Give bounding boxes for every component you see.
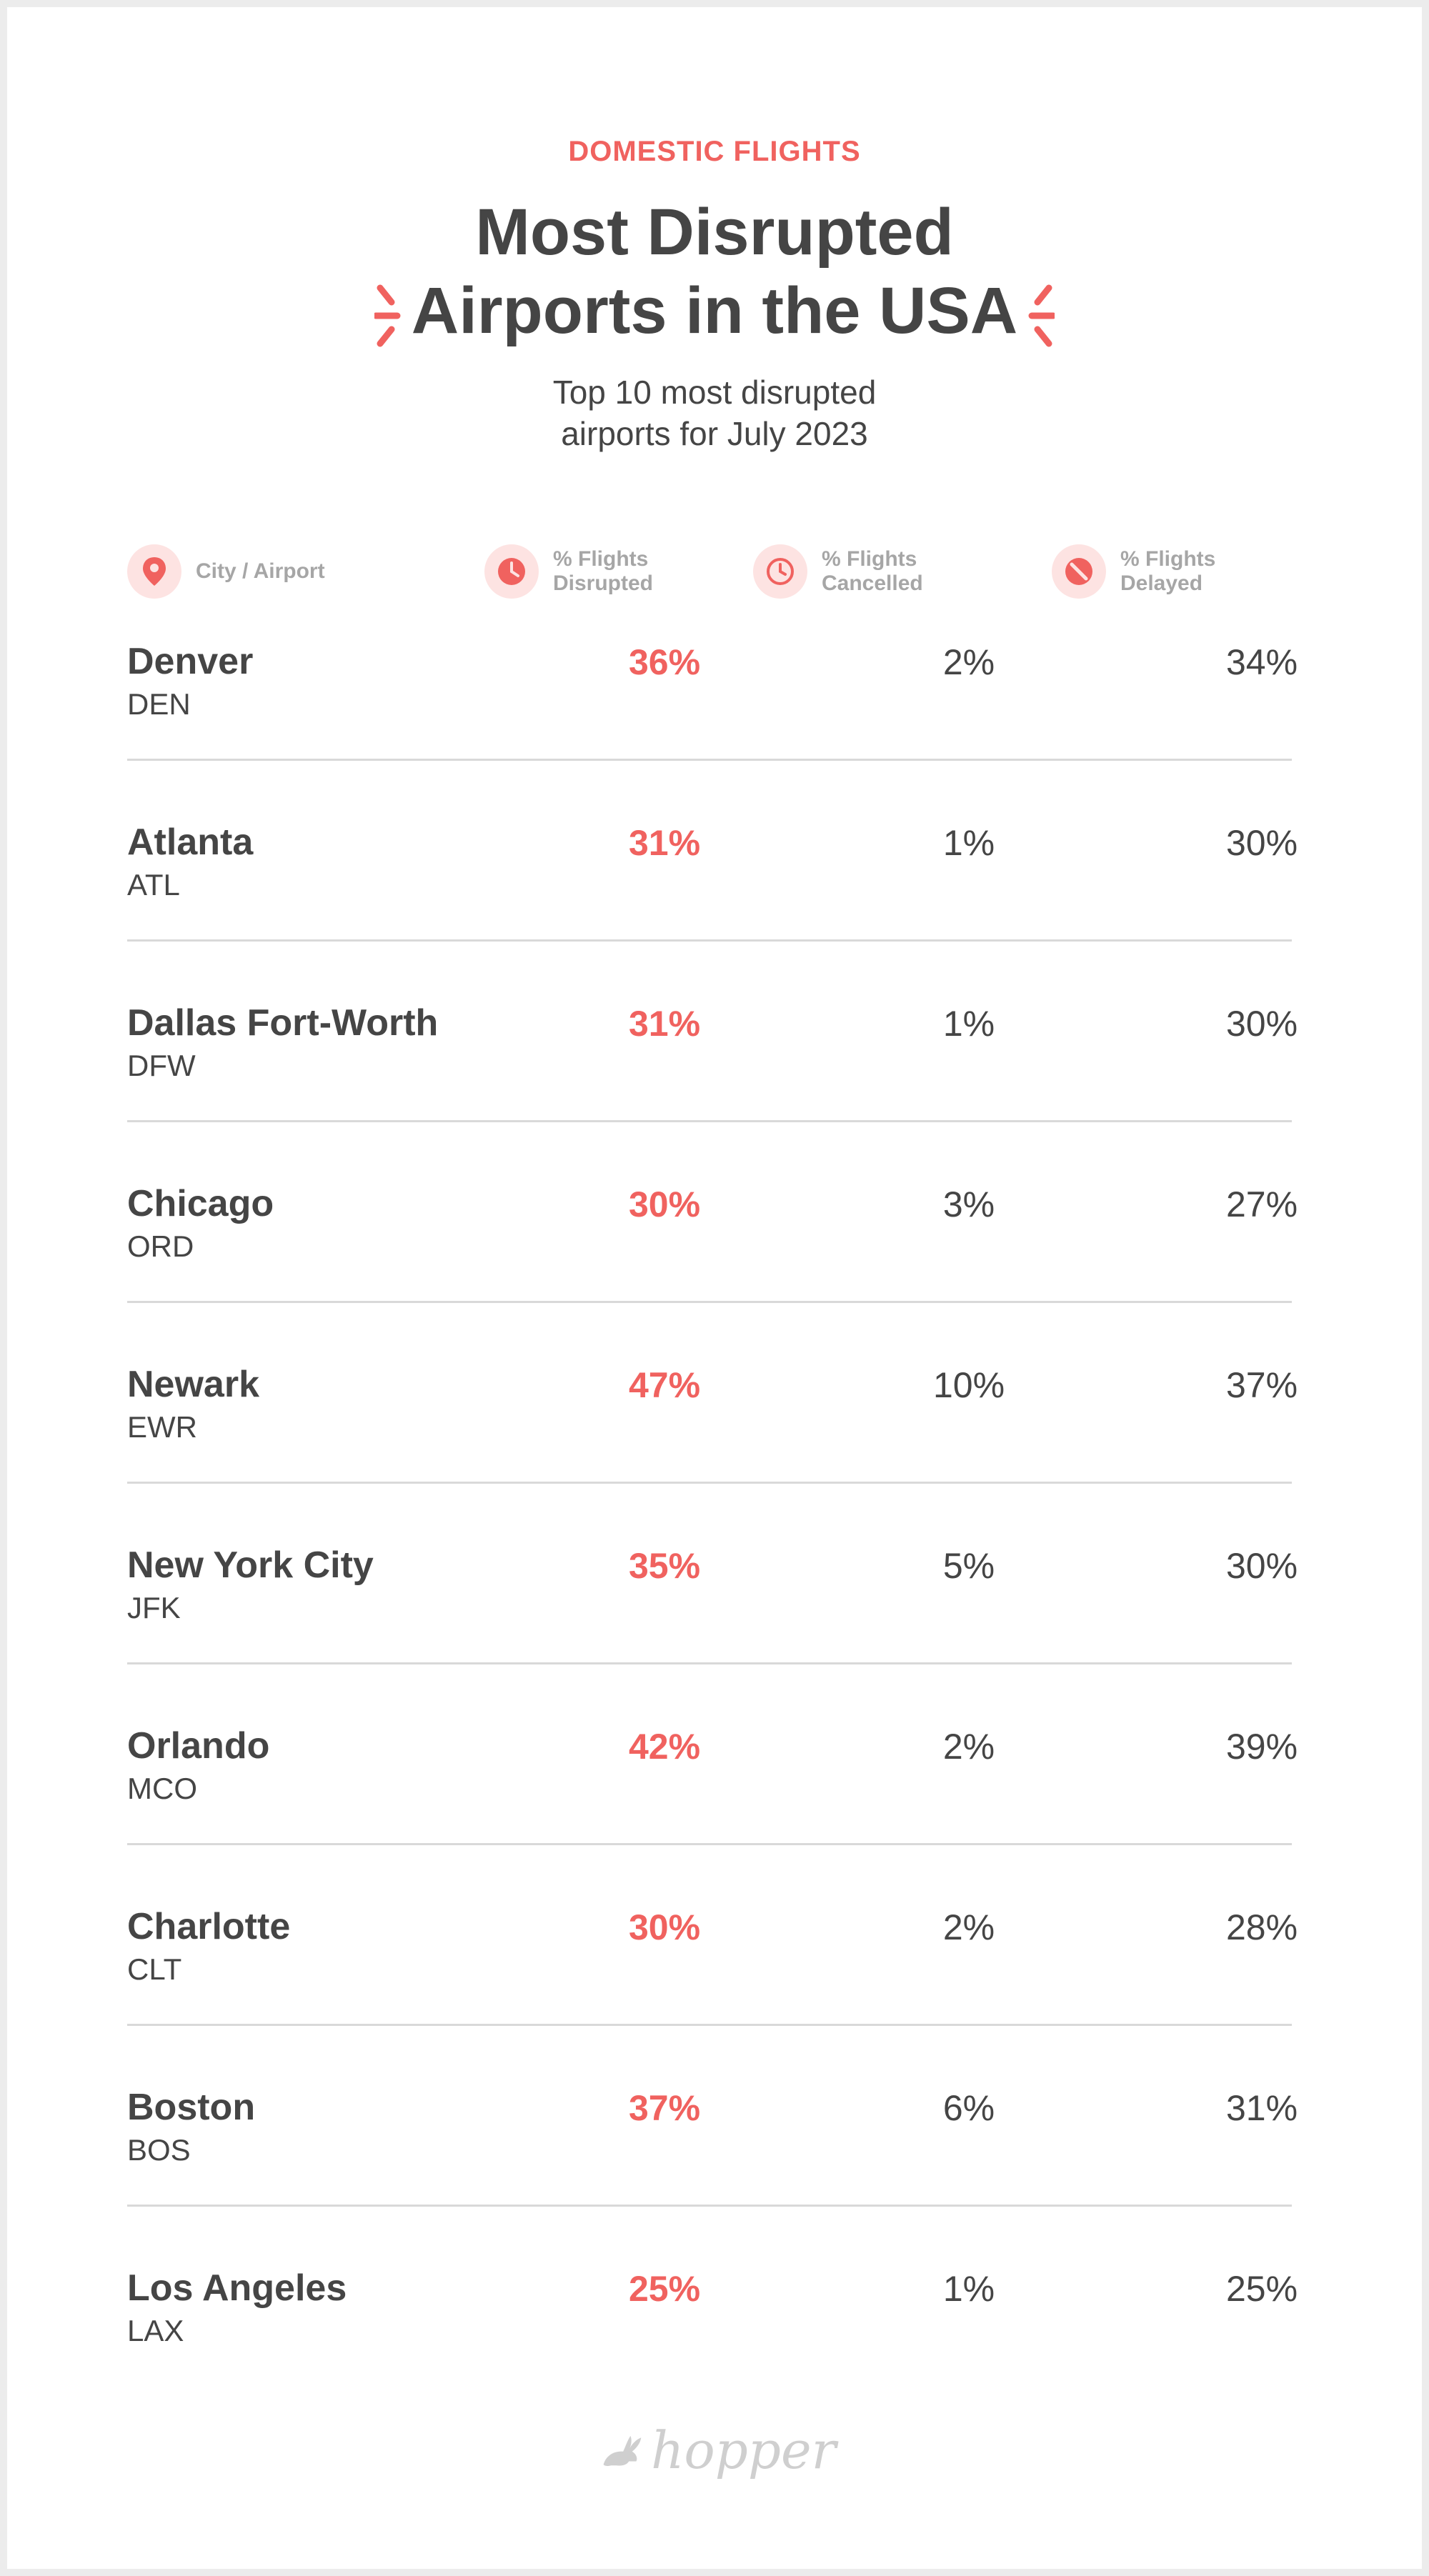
row-divider (127, 2024, 1292, 2026)
airport-code: CLT (127, 1952, 182, 1986)
delayed-value: 30% (1225, 1004, 1298, 1044)
table-row: Newark EWR 47% 10% 37% (127, 1359, 1298, 1539)
no-entry-icon (1052, 544, 1106, 599)
location-pin-icon (127, 544, 181, 599)
header-delayed: % Flights Delayed (1052, 543, 1215, 600)
header-delayed-line-1: % Flights (1120, 547, 1216, 571)
airport-code: BOS (127, 2133, 191, 2167)
header-disrupted: % Flights Disrupted (484, 543, 653, 600)
disrupted-value: 47% (628, 1365, 701, 1405)
airport-code: JFK (127, 1591, 181, 1624)
row-divider (127, 1843, 1292, 1845)
header-cancelled-line-1: % Flights (822, 547, 917, 571)
header-city: City / Airport (127, 543, 325, 600)
disrupted-value: 42% (628, 1727, 701, 1767)
city-name: Denver (127, 641, 254, 682)
page-title: Most Disrupted Airports in the USA (0, 193, 1429, 350)
delayed-value: 27% (1225, 1184, 1298, 1224)
cancelled-value: 5% (942, 1546, 995, 1586)
disrupted-value: 31% (628, 823, 701, 863)
title-line-1: Most Disrupted (475, 196, 954, 269)
delayed-value: 37% (1225, 1365, 1298, 1405)
subtitle-line-2: airports for July 2023 (561, 415, 868, 452)
row-divider (127, 939, 1292, 942)
row-divider (127, 759, 1292, 761)
city-name: Chicago (127, 1183, 274, 1224)
delayed-value: 31% (1225, 2088, 1298, 2128)
subtitle-line-1: Top 10 most disrupted (552, 374, 877, 411)
delayed-value: 28% (1225, 1907, 1298, 1947)
cancelled-value: 2% (942, 1907, 995, 1947)
disrupted-value: 25% (628, 2269, 701, 2309)
delayed-value: 25% (1225, 2269, 1298, 2309)
row-divider (127, 1120, 1292, 1122)
title-line-2-text: Airports in the USA (411, 274, 1018, 347)
city-name: Orlando (127, 1725, 270, 1767)
header-delayed-line-2: Delayed (1120, 571, 1203, 595)
header-cancelled-line-2: Cancelled (822, 571, 923, 595)
row-divider (127, 1662, 1292, 1664)
cancelled-value: 2% (942, 642, 995, 682)
row-divider (127, 1482, 1292, 1484)
delayed-value: 39% (1225, 1727, 1298, 1767)
logo-text: hopper (651, 2420, 836, 2480)
city-name: New York City (127, 1544, 374, 1586)
city-name: Boston (127, 2087, 256, 2128)
airport-code: MCO (127, 1772, 197, 1805)
delayed-value: 30% (1225, 1546, 1298, 1586)
header-city-label: City / Airport (196, 559, 325, 583)
table-row: Charlotte CLT 30% 2% 28% (127, 1901, 1298, 2082)
disrupted-value: 30% (628, 1907, 701, 1947)
cancelled-value: 1% (942, 2269, 995, 2309)
table-row: New York City JFK 35% 5% 30% (127, 1539, 1298, 1720)
sparkle-right-icon (1028, 284, 1055, 347)
disrupted-value: 37% (628, 2088, 701, 2128)
clock-icon (753, 544, 807, 599)
cancelled-value: 2% (942, 1727, 995, 1767)
eyebrow-label: DOMESTIC FLIGHTS (568, 136, 861, 167)
city-name: Dallas Fort-Worth (127, 1002, 439, 1044)
cancelled-value: 3% (942, 1184, 995, 1224)
header-disrupted-line-1: % Flights (553, 547, 649, 571)
header-cancelled: % Flights Cancelled (753, 543, 923, 600)
table-row: Los Angeles LAX 25% 1% 25% (127, 2262, 1298, 2443)
disrupted-value: 36% (628, 642, 701, 682)
airport-code: ORD (127, 1229, 194, 1263)
table-row: Orlando MCO 42% 2% 39% (127, 1720, 1298, 1901)
city-name: Atlanta (127, 822, 254, 863)
table-row: Boston BOS 37% 6% 31% (127, 2082, 1298, 2262)
cancelled-value: 6% (942, 2088, 995, 2128)
airport-code: LAX (127, 2314, 184, 2347)
disrupted-value: 35% (628, 1546, 701, 1586)
subtitle: Top 10 most disrupted airports for July … (0, 371, 1429, 454)
row-divider (127, 2205, 1292, 2207)
title-line-2: Airports in the USA (0, 271, 1429, 350)
table-row: Chicago ORD 30% 3% 27% (127, 1178, 1298, 1359)
airport-code: ATL (127, 868, 180, 902)
cancelled-value: 1% (942, 823, 995, 863)
airport-code: DFW (127, 1049, 196, 1082)
disrupted-value: 30% (628, 1184, 701, 1224)
delayed-value: 34% (1225, 642, 1298, 682)
header-disrupted-line-2: Disrupted (553, 571, 654, 595)
city-name: Newark (127, 1364, 259, 1405)
airport-code: DEN (127, 687, 191, 721)
table-row: Denver DEN 36% 2% 34% (127, 636, 1298, 817)
disrupted-value: 31% (628, 1004, 701, 1044)
bunny-icon (603, 2435, 642, 2466)
cancelled-value: 1% (942, 1004, 995, 1044)
airport-code: EWR (127, 1410, 197, 1444)
cancelled-value: 10% (932, 1365, 1005, 1405)
infographic-card (7, 7, 1422, 2569)
sparkle-left-icon (374, 284, 401, 347)
city-name: Charlotte (127, 1906, 291, 1947)
city-name: Los Angeles (127, 2267, 347, 2309)
hopper-logo: hopper (600, 2415, 836, 2486)
table-row: Dallas Fort-Worth DFW 31% 1% 30% (127, 997, 1298, 1178)
pie-clock-icon (484, 544, 539, 599)
delayed-value: 30% (1225, 823, 1298, 863)
table-row: Atlanta ATL 31% 1% 30% (127, 817, 1298, 997)
row-divider (127, 1301, 1292, 1303)
